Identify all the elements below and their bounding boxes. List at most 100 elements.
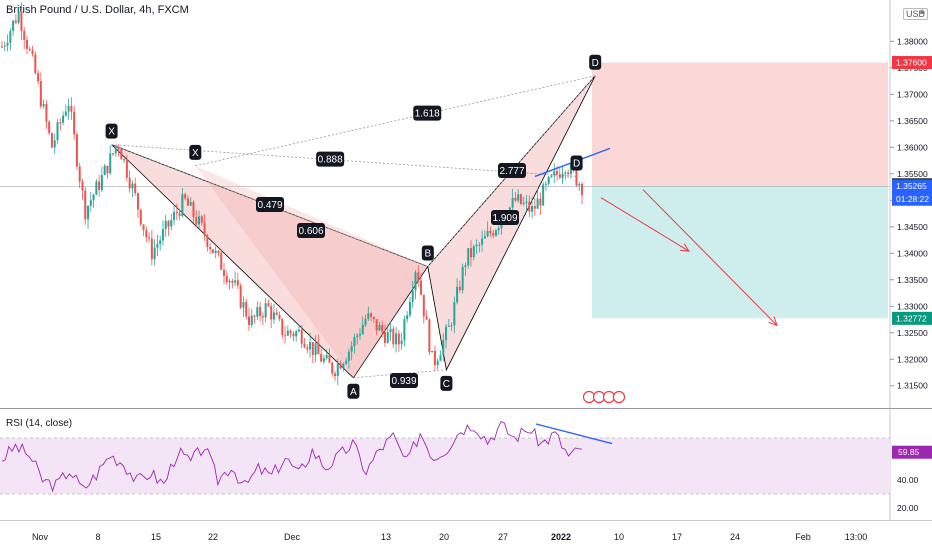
candle-body bbox=[100, 175, 103, 190]
candle-body bbox=[211, 249, 214, 254]
candle-body bbox=[225, 276, 228, 283]
y-tick-label: 1.33000 bbox=[897, 301, 928, 311]
candle-body bbox=[175, 211, 178, 214]
candle-body bbox=[206, 235, 209, 247]
candle-body bbox=[320, 354, 323, 362]
candle-body bbox=[39, 81, 42, 107]
price-axis-label: 1.35265 bbox=[896, 181, 927, 191]
candle-body bbox=[148, 237, 151, 239]
candle-body bbox=[328, 355, 331, 363]
pattern-point-label: D bbox=[573, 158, 580, 169]
candle-body bbox=[34, 54, 37, 73]
candle-body bbox=[170, 220, 173, 227]
candle-body bbox=[48, 121, 51, 134]
pattern-point-b: B bbox=[421, 245, 434, 261]
candle-body bbox=[395, 333, 398, 345]
candle-body bbox=[519, 194, 522, 204]
candle-body bbox=[481, 238, 484, 245]
candle-body bbox=[420, 280, 423, 295]
candle-body bbox=[469, 248, 472, 258]
candle-body bbox=[220, 252, 223, 270]
candle-body bbox=[558, 174, 561, 178]
candle-body bbox=[200, 216, 203, 223]
candle-body bbox=[120, 148, 123, 160]
candle-body bbox=[278, 314, 281, 319]
candle-body bbox=[272, 312, 275, 320]
take-profit-zone bbox=[592, 186, 888, 319]
candle-body bbox=[239, 285, 242, 308]
candle-body bbox=[6, 42, 9, 46]
x-tick-label: 22 bbox=[208, 532, 218, 542]
candle-body bbox=[264, 303, 267, 318]
candle-body bbox=[87, 205, 90, 220]
lock-icon[interactable]: 🔒︎ bbox=[920, 6, 925, 16]
candle-body bbox=[445, 326, 448, 341]
candle-body bbox=[17, 11, 20, 23]
ratio-label-bg bbox=[413, 105, 442, 121]
candle-body bbox=[525, 201, 528, 203]
candle-body bbox=[575, 169, 578, 186]
candle-body bbox=[164, 220, 167, 230]
candle-body bbox=[411, 290, 414, 302]
candle-body bbox=[250, 315, 253, 325]
candle-body bbox=[375, 319, 378, 331]
candle-body bbox=[114, 147, 117, 154]
candle-body bbox=[428, 319, 431, 353]
pattern-point-label: A bbox=[350, 387, 357, 398]
candle-body bbox=[561, 173, 564, 178]
candle-body bbox=[128, 177, 131, 189]
pattern-point-bg bbox=[440, 375, 453, 391]
candle-body bbox=[364, 318, 367, 325]
rsi-legend: RSI (14, close) bbox=[6, 418, 73, 429]
candle-body bbox=[159, 240, 162, 245]
candle-body bbox=[153, 247, 156, 260]
candle-body bbox=[198, 216, 201, 225]
candle-body bbox=[223, 269, 226, 277]
y-tick-label: 1.34500 bbox=[897, 222, 928, 232]
candle-body bbox=[103, 165, 106, 176]
x-tick-label: 13 bbox=[381, 532, 391, 542]
candle-body bbox=[447, 325, 450, 327]
rsi-line bbox=[1, 420, 583, 493]
pattern-point-label: D bbox=[592, 58, 599, 69]
candle-body bbox=[292, 333, 295, 337]
candle-body bbox=[184, 194, 187, 199]
candle-body bbox=[189, 202, 192, 206]
candle-body bbox=[25, 39, 28, 49]
candle-body bbox=[295, 331, 298, 337]
pattern-point-label: C bbox=[443, 379, 450, 390]
price-axis-label-bg bbox=[892, 179, 932, 206]
candle-body bbox=[78, 166, 81, 182]
candle-body bbox=[522, 202, 525, 204]
candle-body bbox=[483, 236, 486, 239]
economic-event-icon bbox=[612, 390, 626, 404]
candle-body bbox=[281, 318, 284, 336]
stop-loss-zone bbox=[592, 62, 888, 187]
candle-body bbox=[397, 333, 400, 345]
x-tick-label: Dec bbox=[284, 532, 301, 542]
x-tick-label: 13:00 bbox=[845, 532, 868, 542]
ratio-label-bg bbox=[316, 151, 345, 167]
candle-body bbox=[270, 306, 273, 320]
y-tick-label: 1.38000 bbox=[897, 36, 928, 46]
candle-body bbox=[284, 335, 287, 337]
pattern-point-label: X bbox=[192, 148, 199, 159]
candle-body bbox=[339, 363, 342, 369]
ratio-label: 1.618 bbox=[413, 105, 442, 121]
candle-body bbox=[84, 190, 87, 220]
pattern-point-x: X bbox=[189, 144, 202, 160]
candle-body bbox=[231, 280, 234, 283]
candle-body bbox=[342, 363, 345, 369]
candle-body bbox=[517, 194, 520, 201]
economic-event-icon bbox=[602, 390, 616, 404]
candle-body bbox=[442, 340, 445, 356]
price-axis-label-bg bbox=[892, 311, 932, 325]
rsi-band bbox=[0, 438, 890, 494]
candle-body bbox=[14, 20, 17, 23]
y-tick-label: 1.33500 bbox=[897, 275, 928, 285]
candle-body bbox=[334, 373, 337, 377]
candle-body bbox=[256, 307, 259, 317]
currency-badge[interactable]: USD bbox=[903, 8, 929, 20]
ratio-label-bg bbox=[390, 373, 418, 388]
candle-body bbox=[425, 316, 428, 320]
